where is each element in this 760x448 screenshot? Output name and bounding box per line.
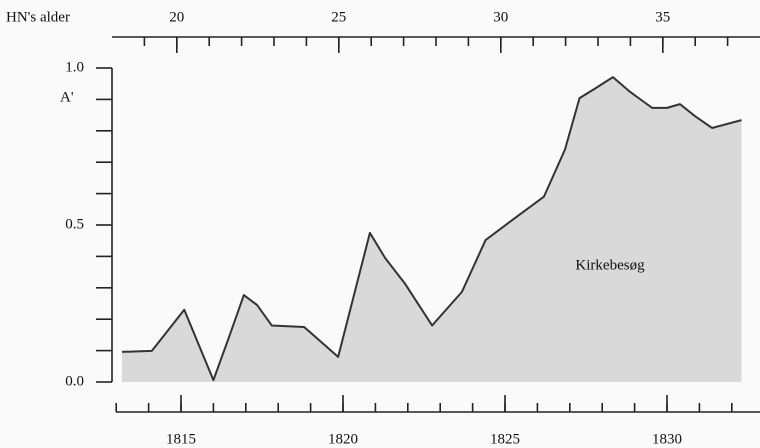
y-axis-label: A' xyxy=(60,89,74,105)
y-tick-label: 0.5 xyxy=(65,216,84,232)
x-tick-label: 1830 xyxy=(652,431,682,447)
x2-tick-label: 35 xyxy=(655,9,670,25)
y-tick-label: 0.0 xyxy=(65,373,84,389)
x2-tick-label: 30 xyxy=(493,9,508,25)
top-axis-label: HN's alder xyxy=(6,9,70,25)
annotation: Kirkebesøg xyxy=(575,257,645,273)
x2-tick-label: 25 xyxy=(331,9,346,25)
area-line xyxy=(122,76,742,382)
x-tick-label: 1820 xyxy=(328,431,358,447)
x2-tick-label: 20 xyxy=(169,9,184,25)
x-tick-label: 1815 xyxy=(166,431,196,447)
x-tick-label: 1825 xyxy=(490,431,520,447)
y-tick-label: 1.0 xyxy=(65,59,84,75)
area-fill xyxy=(122,77,742,382)
